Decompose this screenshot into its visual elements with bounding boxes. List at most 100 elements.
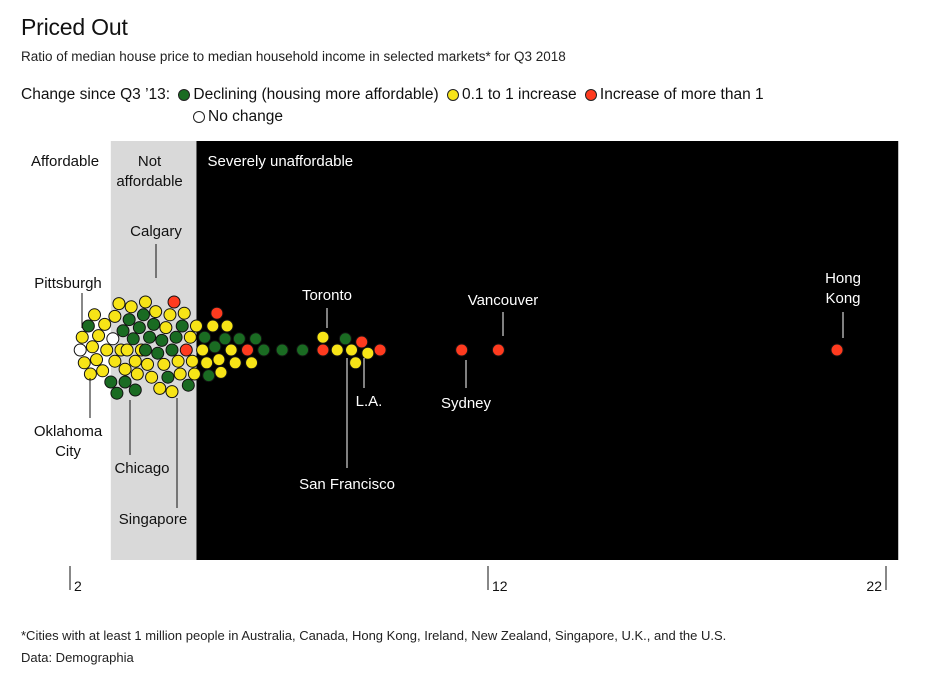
legend-swatch-no-change: [193, 111, 205, 124]
data-point-80: [316, 343, 330, 357]
data-point-67: [212, 353, 226, 367]
data-point-86: [355, 335, 369, 349]
data-point-0: [73, 343, 87, 357]
data-point-66: [210, 306, 224, 320]
data-point-76: [249, 332, 263, 346]
legend-row-1: Change since Q3 ’13: Declining (housing …: [21, 84, 901, 106]
legend-swatch-large-increase: [584, 89, 597, 101]
data-point-29: [132, 321, 146, 335]
data-point-70: [220, 319, 234, 333]
band-label-not-affordable: Not affordable: [116, 153, 182, 190]
data-point-26: [128, 354, 142, 368]
data-point-1: [81, 319, 95, 333]
data-point-12: [104, 375, 118, 389]
annotation-singapore: Singapore: [119, 511, 187, 528]
data-point-8: [90, 353, 104, 367]
legend-label-small-increase: 0.1 to 1 increase: [461, 86, 577, 103]
legend-label-large-increase: Increase of more than 1: [599, 86, 764, 103]
legend: Change since Q3 ’13: Declining (housing …: [21, 84, 901, 128]
data-point-16: [110, 386, 124, 400]
data-point-5: [87, 308, 101, 322]
data-point-41: [155, 333, 169, 347]
data-point-53: [177, 306, 191, 320]
data-point-34: [141, 357, 155, 371]
data-point-28: [130, 367, 144, 381]
data-point-72: [228, 356, 242, 370]
data-point-39: [151, 346, 165, 360]
data-point-88: [373, 343, 387, 357]
annotation-chicago: Chicago: [114, 460, 169, 477]
data-point-21: [118, 375, 132, 389]
chart-subtitle: Ratio of median house price to median ho…: [21, 49, 566, 64]
data-point-89: [455, 343, 469, 357]
data-point-52: [175, 319, 189, 333]
data-point-56: [183, 330, 197, 344]
data-point-60: [196, 343, 210, 357]
data-point-32: [138, 295, 152, 309]
annotation-pittsburgh: Pittsburgh: [34, 275, 102, 292]
legend-label-no-change: No change: [208, 108, 283, 126]
footnote: *Cities with at least 1 million people i…: [21, 628, 727, 643]
legend-row-2: No change: [21, 106, 901, 128]
data-point-90: [491, 343, 505, 357]
data-point-25: [126, 332, 140, 346]
data-point-46: [165, 343, 179, 357]
data-point-45: [163, 308, 177, 322]
x-tick-label-1: 12: [492, 578, 508, 594]
data-point-78: [275, 343, 289, 357]
data-point-54: [179, 343, 193, 357]
data-point-19: [116, 324, 130, 338]
data-point-36: [145, 370, 159, 384]
data-point-43: [159, 321, 173, 335]
data-point-35: [143, 330, 157, 344]
data-point-63: [202, 369, 216, 383]
annotation-san-francisco: San Francisco: [299, 476, 395, 493]
chart-title: Priced Out: [21, 14, 128, 40]
data-point-83: [338, 332, 352, 346]
data-point-9: [98, 317, 112, 331]
data-point-13: [106, 332, 120, 346]
annotation-oklahoma-city: Oklahoma City: [34, 423, 103, 460]
data-point-65: [208, 340, 222, 354]
data-point-59: [189, 319, 203, 333]
data-point-79: [296, 343, 310, 357]
legend-label-declining: Declining (housing more affordable): [193, 86, 439, 103]
data-point-3: [75, 330, 89, 344]
data-point-31: [136, 308, 150, 322]
annotation-vancouver: Vancouver: [468, 292, 539, 309]
data-point-42: [157, 357, 171, 371]
data-point-58: [187, 367, 201, 381]
data-point-7: [92, 329, 106, 343]
legend-swatch-declining: [178, 89, 191, 101]
data-point-11: [100, 343, 114, 357]
annotation-toronto: Toronto: [302, 287, 352, 304]
legend-heading: Change since Q3 ’13:: [21, 86, 171, 103]
data-point-10: [96, 364, 110, 378]
data-point-27: [128, 383, 142, 397]
data-point-75: [245, 356, 259, 370]
x-tick-label-2: 22: [866, 578, 882, 594]
x-tick-label-0: 2: [74, 578, 82, 594]
annotation-sydney: Sydney: [441, 395, 492, 412]
band-2: [196, 141, 899, 560]
data-point-4: [85, 340, 99, 354]
data-point-57: [185, 354, 199, 368]
data-point-77: [257, 343, 271, 357]
data-point-91: [830, 343, 844, 357]
annotation-affordable: Affordable: [31, 153, 99, 170]
data-point-44: [161, 370, 175, 384]
data-point-81: [316, 330, 330, 344]
data-point-85: [349, 356, 363, 370]
data-point-47: [165, 385, 179, 399]
data-point-38: [149, 305, 163, 319]
data-point-62: [200, 356, 214, 370]
data-point-50: [171, 354, 185, 368]
data-point-20: [118, 362, 132, 376]
data-point-51: [173, 367, 187, 381]
band-label-severely-unaffordable: Severely unaffordable: [207, 153, 353, 170]
data-point-23: [122, 313, 136, 327]
data-point-17: [112, 297, 126, 311]
annotation-hong-kong: Hong Kong: [825, 270, 861, 307]
data-point-22: [120, 343, 134, 357]
data-point-87: [361, 346, 375, 360]
